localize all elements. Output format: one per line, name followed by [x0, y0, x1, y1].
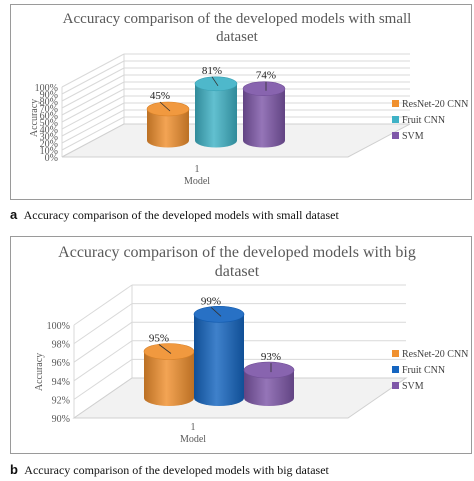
chart-b-bar-top [243, 361, 295, 379]
chart-b-legend-label: Fruit CNN [402, 365, 445, 376]
chart-b-gridline-side [73, 303, 133, 345]
chart-b-ytick-label: 92% [52, 395, 70, 406]
chart-a-ytick-label: 30% [40, 132, 58, 143]
caption-b-text: Accuracy comparison of the developed mod… [24, 463, 329, 477]
chart-b-ytick-label: 94% [52, 377, 70, 388]
chart-a-ytick-label: 60% [40, 111, 58, 122]
chart-title-b-line1: Accuracy comparison of the developed mod… [58, 244, 416, 261]
chart-a-y-axis-title: Accuracy [29, 99, 40, 137]
chart-a-x-axis-title: Model [184, 176, 210, 187]
chart-b-x-tick-label: 1 [191, 422, 196, 433]
chart-b-legend-swatch [392, 366, 399, 373]
chart-a-bar-body [243, 88, 285, 148]
chart-b-bar-body [144, 351, 194, 406]
chart-a-ytick-label: 40% [40, 125, 58, 136]
chart-b-ytick-label: 90% [52, 414, 70, 425]
chart-b-bar-body [244, 370, 294, 406]
chart-a-ytick-label: 80% [40, 97, 58, 108]
chart-b-ytick-label: 98% [52, 340, 70, 351]
chart-title-b-line2: dataset [214, 263, 260, 281]
chart-a-legend-label: SVM [402, 131, 424, 142]
chart-a-data-label-leader [211, 76, 219, 87]
chart-title-b: Accuracy comparison of the developed mod… [0, 243, 474, 281]
chart-a-ytick-label: 0% [45, 153, 58, 164]
chart-b-data-label-leader [158, 344, 172, 354]
chart-a-ytick-label: 20% [40, 139, 58, 150]
chart-a-data-label: 74% [256, 70, 276, 82]
chart-a-legend-label: ResNet-20 CNN [402, 99, 468, 110]
chart-a-plot: 0%10%20%30%40%50%60%70%80%90%100% 45% 81% 7… [29, 53, 468, 187]
chart-b-ytick-label: 96% [52, 358, 70, 369]
chart-a-ytick-label: 50% [40, 118, 58, 129]
chart-a-legend-label: Fruit CNN [402, 115, 445, 126]
chart-b-x-axis-title: Model [180, 434, 206, 445]
chart-a-bar-body [147, 109, 189, 148]
chart-b-bar-body [194, 314, 244, 406]
chart-a-gridline-side [61, 81, 125, 116]
chart-a-gridline-side [61, 67, 125, 102]
caption-b: b Accuracy comparison of the developed m… [10, 462, 329, 478]
chart-a-gridline-side [61, 109, 125, 144]
chart-b-y-axis-title: Accuracy [34, 353, 45, 391]
chart-a-gridline-side [61, 60, 125, 95]
chart-a-legend-swatch [392, 132, 399, 139]
chart-a-data-label: 45% [150, 90, 170, 102]
caption-b-label: b [10, 462, 18, 477]
chart-b-data-label: 99% [201, 295, 221, 307]
chart-a-data-label: 81% [202, 65, 222, 77]
chart-a-gridline-side [61, 53, 125, 88]
chart-a-gridline-side [61, 116, 125, 151]
chart-a-gridline-side [61, 88, 125, 123]
caption-a-text: Accuracy comparison of the developed mod… [23, 208, 339, 222]
chart-b-gridline-side [73, 321, 133, 363]
chart-b-gridline-side [73, 284, 133, 326]
chart-title-a-line2: dataset [216, 29, 258, 45]
chart-a-bar-top [242, 81, 286, 96]
chart-b-legend-label: ResNet-20 CNN [402, 349, 468, 360]
chart-b-data-label: 93% [261, 351, 281, 363]
chart-b-ytick-label: 100% [47, 321, 70, 332]
chart-a-ytick-label: 10% [40, 146, 58, 157]
chart-a-gridline-side [61, 95, 125, 130]
chart-b-legend-swatch [392, 382, 399, 389]
chart-a-legend-swatch [392, 100, 399, 107]
chart-b-gridline-side [73, 358, 133, 400]
chart-a-bar-top [194, 76, 238, 92]
chart-title-a: Accuracy comparison of the developed mod… [0, 10, 474, 46]
chart-a-x-tick-label: 1 [195, 164, 200, 175]
chart-title-a-line1: Accuracy comparison of the developed mod… [62, 11, 412, 27]
chart-b-plot: 90% 92% 94% 96% 98% 100% 95% 99% 93% Accuracy 1Mod… [34, 284, 468, 445]
caption-a-label: a [10, 207, 18, 222]
chart-a-ytick-label: 70% [40, 104, 58, 115]
chart-b-legend-label: SVM [402, 381, 424, 392]
chart-a-ytick-label: 100% [35, 83, 58, 94]
chart-a-bar-body [195, 83, 237, 148]
chart-a-gridline-side [61, 74, 125, 109]
caption-a: a Accuracy comparison of the developed m… [10, 207, 339, 223]
chart-b-legend-swatch [392, 350, 399, 357]
chart-b-gridline-side [73, 340, 133, 382]
chart-b-data-label: 95% [149, 333, 169, 345]
chart-a-ytick-label: 90% [40, 90, 58, 101]
chart-a-data-label-leader [159, 101, 171, 112]
chart-a-gridline-side [61, 102, 125, 137]
chart-b-data-label-leader [210, 307, 222, 317]
chart-a-legend-swatch [392, 116, 399, 123]
